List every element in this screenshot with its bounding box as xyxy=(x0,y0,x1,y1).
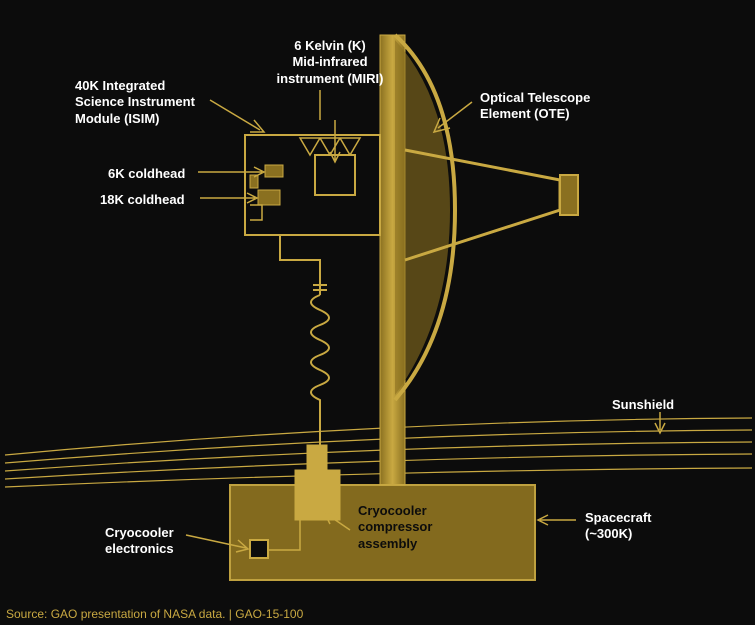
label-coldhead6: 6K coldhead xyxy=(108,166,185,182)
label-sunshield: Sunshield xyxy=(612,397,674,413)
label-ote: Optical TelescopeElement (OTE) xyxy=(480,90,590,123)
label-miri: 6 Kelvin (K)Mid-infraredinstrument (MIRI… xyxy=(265,38,395,87)
label-coldhead18: 18K coldhead xyxy=(100,192,185,208)
label-isim: 40K IntegratedScience InstrumentModule (… xyxy=(75,78,225,127)
label-spacecraft: Spacecraft(~300K) xyxy=(585,510,651,543)
label-cryo-electronics: Cryocoolerelectronics xyxy=(105,525,174,558)
label-cryo-compressor: Cryocoolercompressorassembly xyxy=(358,503,432,552)
source-text: Source: GAO presentation of NASA data. |… xyxy=(6,607,303,621)
